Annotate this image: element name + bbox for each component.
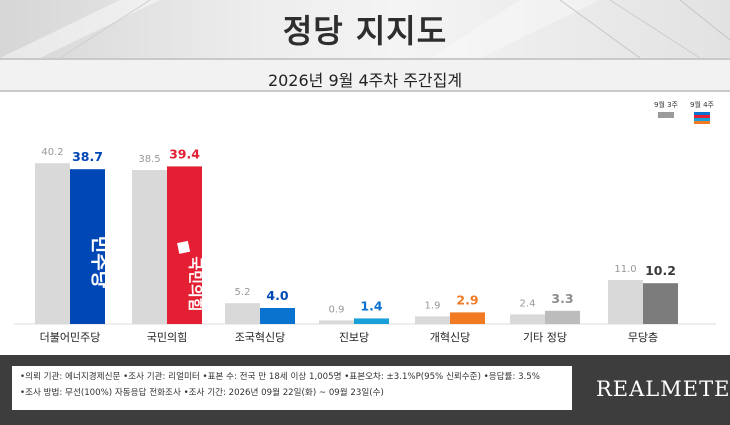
- value-label-prev-jinbo: 0.9: [329, 304, 345, 315]
- bar-prev-independent: [608, 280, 643, 324]
- value-label-prev-minju: 40.2: [41, 147, 63, 158]
- value-label-prev-independent: 11.0: [614, 264, 636, 275]
- bar-prev-gaehyuk: [415, 316, 450, 324]
- category-label-jokuk: 조국혁신당: [235, 331, 286, 344]
- ppp-logo: 국민의힘: [187, 256, 205, 311]
- header: 정당 지지도: [0, 0, 730, 58]
- value-label-curr-jokuk: 4.0: [266, 288, 288, 303]
- bar-curr-minju: [70, 169, 105, 324]
- category-label-independent: 무당층: [628, 331, 658, 344]
- category-label-gaehyuk: 개혁신당: [430, 331, 470, 344]
- legend: 9월 3주 9월 4주: [654, 100, 715, 124]
- value-label-curr-ppp: 39.4: [169, 146, 200, 161]
- category-label-jinbo: 진보당: [339, 331, 369, 344]
- chart-title: 정당 지지도: [282, 12, 448, 50]
- bar-chart: 9월 3주 9월 4주 40.2 38.7 더불어민주당 38.5 39.4 국민의힘 5.…: [14, 100, 716, 344]
- realmeter-logo: REALMETER: [596, 377, 730, 401]
- value-label-curr-others: 3.3: [551, 291, 573, 306]
- category-label-others: 기타 정당: [523, 331, 567, 344]
- legend-swatch-prev: [658, 112, 674, 118]
- bar-curr-gaehyuk: [450, 312, 485, 324]
- survey-note-line-2: •조사 방법: 무선(100%) 자동응답 전화조사 •조사 기간: 2026년…: [20, 388, 384, 398]
- footer: •의뢰 기관: 에너지경제신문 •조사 기관: 리얼미터 •표본 수: 전국 만…: [0, 355, 730, 425]
- subtitle-bar: 2026년 9월 4주차 주간집계: [0, 58, 730, 92]
- value-label-curr-gaehyuk: 2.9: [456, 292, 478, 307]
- minju-logo: 민주당: [89, 236, 111, 289]
- survey-notes: •의뢰 기관: 에너지경제신문 •조사 기관: 리얼미터 •표본 수: 전국 만…: [12, 366, 572, 410]
- bar-curr-jokuk: [260, 308, 295, 324]
- bar-prev-jokuk: [225, 303, 260, 324]
- bar-prev-minju: [35, 163, 70, 324]
- value-label-prev-ppp: 38.5: [138, 154, 160, 165]
- header-decoration: [0, 0, 730, 58]
- bar-curr-others: [545, 310, 580, 324]
- bar-prev-ppp: [132, 170, 167, 324]
- category-label-ppp: 국민의힘: [147, 331, 187, 344]
- legend-label-prev: 9월 3주: [654, 100, 679, 109]
- value-label-prev-others: 2.4: [520, 298, 536, 309]
- value-label-curr-independent: 10.2: [645, 263, 676, 278]
- legend-label-curr: 9월 4주: [690, 100, 715, 109]
- survey-note-line-1: •의뢰 기관: 에너지경제신문 •조사 기관: 리얼미터 •표본 수: 전국 만…: [20, 372, 540, 382]
- chart-subtitle: 2026년 9월 4주차 주간집계: [267, 71, 463, 90]
- bar-prev-jinbo: [319, 320, 354, 324]
- bar-curr-independent: [643, 283, 678, 324]
- category-label-minju: 더불어민주당: [40, 331, 101, 344]
- bar-curr-jinbo: [354, 318, 389, 324]
- value-label-curr-minju: 38.7: [72, 149, 103, 164]
- legend-swatch-curr: [694, 112, 710, 124]
- value-label-curr-jinbo: 1.4: [360, 298, 382, 313]
- bar-prev-others: [510, 314, 545, 324]
- ppp-logo-mark: [177, 240, 191, 254]
- value-label-prev-jokuk: 5.2: [235, 287, 251, 298]
- value-label-prev-gaehyuk: 1.9: [425, 300, 441, 311]
